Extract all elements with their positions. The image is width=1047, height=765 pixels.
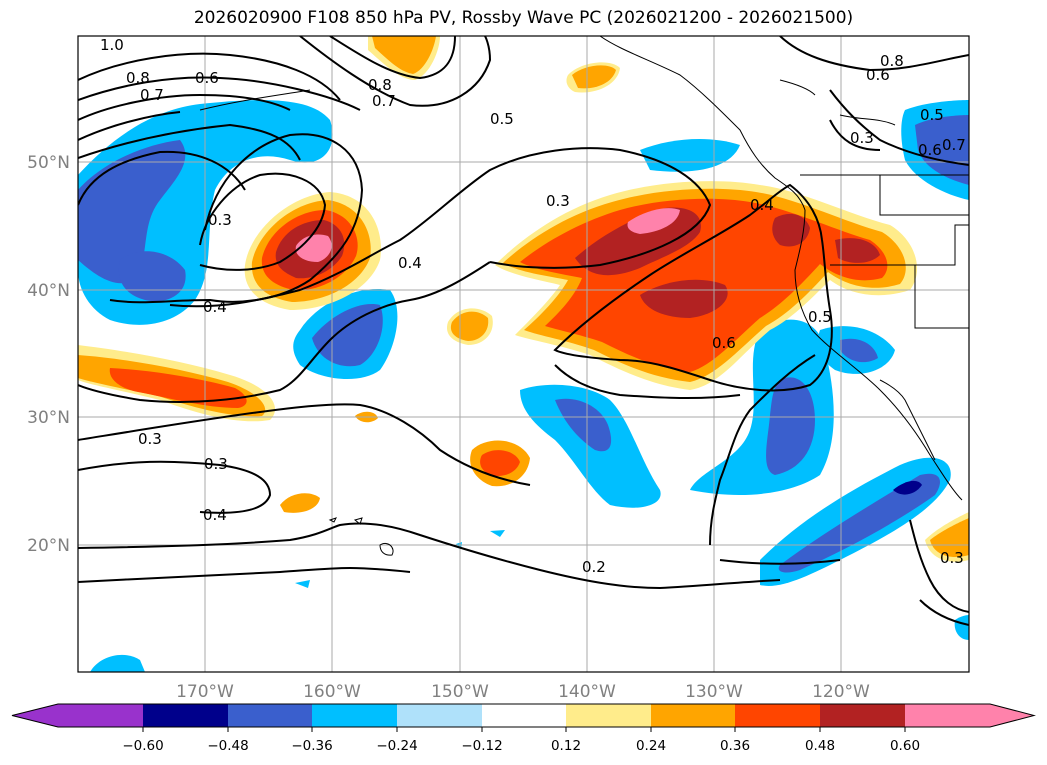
contour-label: 0.7 (140, 86, 164, 104)
contour-label: 0.5 (490, 110, 514, 128)
colorbar-segment (651, 704, 735, 727)
colorbar-extend-left (12, 704, 143, 727)
lat-tick-label: 30°N (27, 408, 70, 428)
colorbar-tick-label: 0.48 (805, 738, 835, 754)
colorbar-segment (566, 704, 651, 727)
contour-label: 0.6 (195, 69, 219, 87)
contour-label: 0.3 (204, 455, 228, 473)
lon-tick-label: 120°W (812, 682, 870, 702)
contour-label: 0.3 (138, 430, 162, 448)
longitude-ticks: 170°W 160°W 150°W 140°W 130°W 120°W (176, 682, 870, 702)
colorbar-tick-label: −0.12 (461, 738, 502, 754)
colorbar-tick-label: −0.60 (122, 738, 163, 754)
colorbar-extend-right (905, 704, 1034, 727)
contour-label: 0.3 (940, 549, 964, 567)
coastlines (199, 36, 969, 556)
lat-tick-label: 20°N (27, 536, 70, 556)
colorbar-segment (820, 704, 905, 727)
colorbar-ticks (142, 727, 906, 732)
lon-tick-label: 150°W (431, 682, 489, 702)
colorbar-tick-label: −0.36 (291, 738, 332, 754)
colorbar-outline (11, 703, 1036, 728)
colorbar-segment (228, 704, 312, 727)
map-title: 2026020900 F108 850 hPa PV, Rossby Wave … (193, 8, 854, 28)
colorbar-segment (482, 704, 566, 727)
contour-label: 0.4 (750, 196, 774, 214)
colorbar-segment (143, 704, 228, 727)
contour-label: 0.2 (582, 558, 606, 576)
contour-label: 0.6 (712, 334, 736, 352)
colorbar-tick-label: 0.36 (720, 738, 750, 754)
colorbar-segment (312, 704, 397, 727)
contour-label: 0.4 (203, 506, 227, 524)
contour-label: 0.5 (808, 308, 832, 326)
colorbar-segment (397, 704, 482, 727)
colorbar: −0.60 −0.48 −0.36 −0.24 −0.12 0.12 0.24 … (11, 703, 1036, 754)
contour-label: 0.6 (866, 66, 890, 84)
contour-label: 0.8 (126, 69, 150, 87)
contour-label: 0.7 (372, 92, 396, 110)
contour-label: 0.6 (918, 141, 942, 159)
contour-label: 1.0 (100, 36, 124, 54)
contour-label: 0.3 (208, 211, 232, 229)
colorbar-tick-label: −0.24 (376, 738, 417, 754)
pv-contours (78, 36, 969, 626)
colorbar-tick-label: 0.24 (636, 738, 666, 754)
lon-tick-label: 130°W (685, 682, 743, 702)
contour-label: 0.4 (203, 298, 227, 316)
lon-tick-label: 160°W (303, 682, 361, 702)
contour-label: 0.8 (880, 52, 904, 70)
contour-label: 0.8 (368, 76, 392, 94)
colorbar-tick-label: 0.12 (551, 738, 581, 754)
colorbar-tick-label: −0.48 (207, 738, 248, 754)
map-plot-area: 1.0 0.8 0.7 0.6 0.8 0.7 0.5 0.8 0.6 0.5 … (78, 36, 969, 672)
contour-label: 0.4 (398, 254, 422, 272)
colorbar-tick-label: 0.60 (890, 738, 920, 754)
contour-label: 0.5 (920, 106, 944, 124)
latitude-ticks: 50°N 40°N 30°N 20°N (27, 153, 70, 556)
lon-tick-label: 170°W (176, 682, 234, 702)
contour-label: 0.3 (850, 129, 874, 147)
lat-tick-label: 50°N (27, 153, 70, 173)
lat-tick-label: 40°N (27, 281, 70, 301)
lon-tick-label: 140°W (558, 682, 616, 702)
contour-labels: 1.0 0.8 0.7 0.6 0.8 0.7 0.5 0.8 0.6 0.5 … (100, 36, 966, 576)
contour-label: 0.3 (546, 192, 570, 210)
colorbar-segment (735, 704, 820, 727)
map-frame (77, 35, 970, 673)
contour-label: 0.7 (942, 136, 966, 154)
